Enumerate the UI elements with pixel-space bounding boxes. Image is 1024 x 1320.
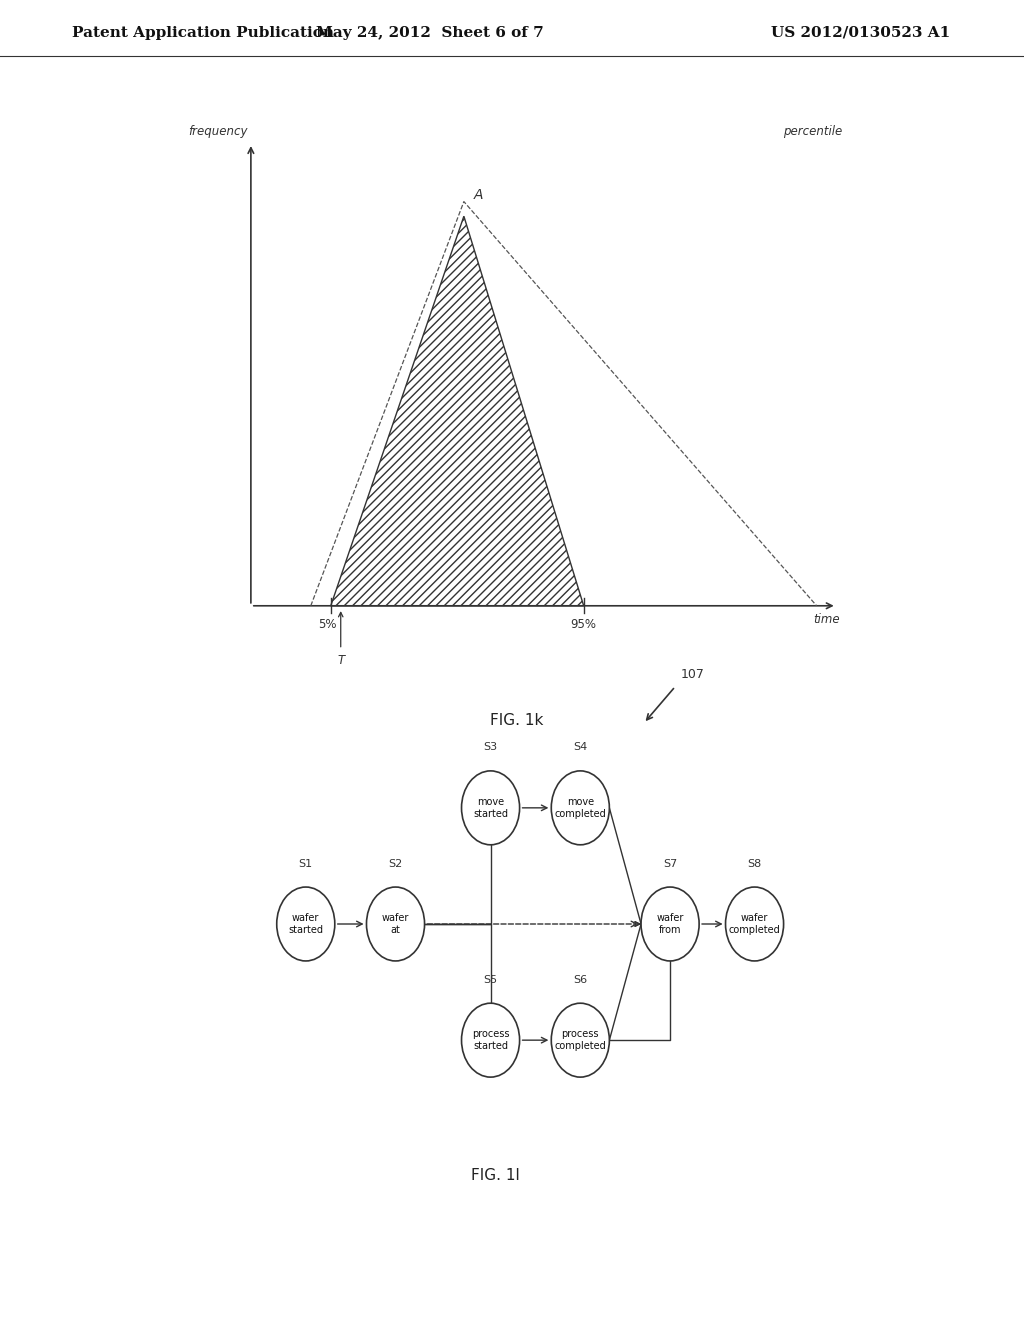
Text: FIG. 1k: FIG. 1k [490, 713, 544, 727]
Text: 107: 107 [681, 668, 705, 681]
Text: S4: S4 [573, 742, 588, 752]
Text: S6: S6 [573, 974, 588, 985]
Text: wafer
from: wafer from [656, 913, 684, 935]
Ellipse shape [641, 887, 699, 961]
Text: A: A [474, 187, 483, 202]
Text: S1: S1 [299, 858, 312, 869]
Text: S2: S2 [388, 858, 402, 869]
Text: wafer
started: wafer started [289, 913, 324, 935]
Ellipse shape [462, 1003, 519, 1077]
Text: S5: S5 [483, 974, 498, 985]
Text: move
started: move started [473, 797, 508, 818]
Text: May 24, 2012  Sheet 6 of 7: May 24, 2012 Sheet 6 of 7 [316, 25, 544, 40]
Ellipse shape [367, 887, 425, 961]
Text: frequency: frequency [188, 125, 248, 139]
Ellipse shape [551, 1003, 609, 1077]
Text: S3: S3 [483, 742, 498, 752]
Text: wafer
completed: wafer completed [729, 913, 780, 935]
Text: time: time [813, 612, 840, 626]
Text: 5%: 5% [318, 618, 337, 631]
Text: FIG. 1l: FIG. 1l [471, 1168, 520, 1183]
Text: T: T [337, 655, 344, 668]
Text: S8: S8 [748, 858, 762, 869]
Text: Patent Application Publication: Patent Application Publication [72, 25, 334, 40]
Ellipse shape [462, 771, 519, 845]
Polygon shape [331, 216, 584, 606]
Text: process
started: process started [472, 1030, 509, 1051]
Ellipse shape [726, 887, 783, 961]
Ellipse shape [551, 771, 609, 845]
Ellipse shape [276, 887, 335, 961]
Text: US 2012/0130523 A1: US 2012/0130523 A1 [770, 25, 950, 40]
Text: 95%: 95% [570, 618, 597, 631]
Text: process
completed: process completed [554, 1030, 606, 1051]
Text: S7: S7 [663, 858, 677, 869]
Text: wafer
at: wafer at [382, 913, 410, 935]
Text: move
completed: move completed [554, 797, 606, 818]
Text: percentile: percentile [783, 125, 843, 139]
